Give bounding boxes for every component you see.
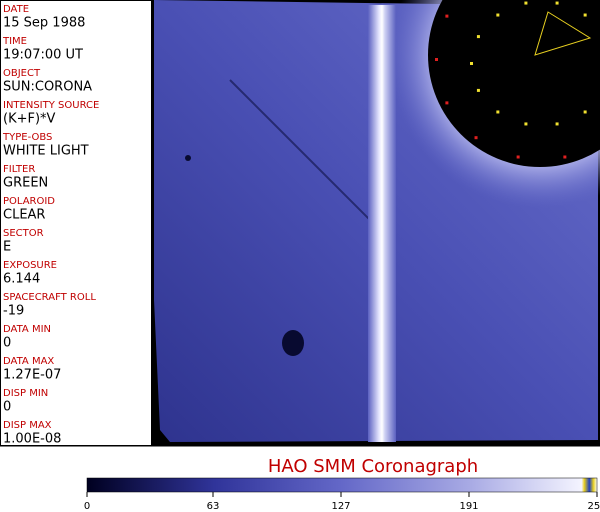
field-value: (K+F)*V — [3, 112, 56, 127]
field-label: DISP MIN — [3, 388, 48, 399]
tick-label: 127 — [331, 501, 350, 512]
dot — [476, 35, 480, 39]
field-label: OBJECT — [3, 68, 41, 79]
field-value: 0 — [3, 336, 11, 351]
field-value: 19:07:00 UT — [3, 48, 83, 63]
streak — [229, 79, 386, 236]
field-label: INTENSITY SOURCE — [3, 100, 99, 111]
field-value: 15 Sep 1988 — [3, 16, 85, 31]
field-label: DATA MIN — [3, 324, 51, 335]
dot — [555, 122, 559, 126]
sun-outline — [534, 11, 592, 56]
info-panel — [0, 0, 152, 446]
field-value: 1.27E-07 — [3, 368, 61, 383]
grid-dots — [435, 1, 587, 159]
dot — [445, 14, 449, 18]
field-label: TIME — [2, 36, 27, 47]
tick-label: 0 — [84, 501, 90, 512]
tick-label: 255 — [587, 501, 600, 512]
field-label: SPACECRAFT ROLL — [3, 292, 96, 303]
field-label: DATE — [3, 4, 29, 15]
field-value: 0 — [3, 400, 11, 415]
field-label: DATA MAX — [3, 356, 54, 367]
dot — [555, 1, 559, 5]
dot — [524, 1, 528, 5]
field-value: 1.00E-08 — [3, 432, 61, 447]
dot — [563, 155, 567, 159]
pylon — [368, 5, 396, 442]
dot — [470, 62, 473, 65]
field-label: DISP MAX — [3, 420, 52, 431]
field-label: POLAROID — [3, 196, 55, 207]
field-label: EXPOSURE — [3, 260, 57, 271]
field-value: SUN:CORONA — [3, 80, 92, 95]
dot — [583, 13, 587, 17]
field-value: GREEN — [3, 176, 48, 191]
field-value: WHITE LIGHT — [3, 144, 89, 159]
field-value: E — [3, 240, 11, 255]
field-label: SECTOR — [3, 228, 44, 239]
colorbar-ticks: 0 63 127 191 255 — [84, 492, 600, 512]
field-value: 6.144 — [3, 272, 40, 287]
dot — [445, 101, 449, 105]
dot — [516, 155, 520, 159]
field-value: -19 — [3, 304, 24, 319]
dark-spot — [282, 330, 304, 356]
dot — [496, 110, 500, 114]
tick-label: 63 — [207, 501, 220, 512]
dot — [524, 122, 528, 126]
dot — [474, 136, 478, 140]
title: HAO SMM Coronagraph — [268, 456, 478, 477]
dark-spot — [185, 155, 191, 161]
dot — [496, 13, 500, 17]
colorbar — [86, 477, 598, 493]
field-label: FILTER — [3, 164, 35, 175]
dot — [476, 88, 480, 92]
dot — [583, 110, 587, 114]
field-value: CLEAR — [3, 208, 45, 223]
field-label: TYPE-OBS — [2, 132, 52, 143]
dot — [435, 58, 438, 61]
tick-label: 191 — [459, 501, 478, 512]
